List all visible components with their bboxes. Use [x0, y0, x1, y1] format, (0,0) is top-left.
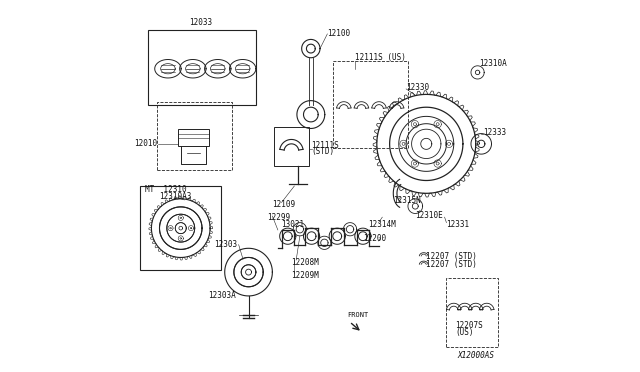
Text: 12111S: 12111S [312, 141, 339, 150]
Text: 12299: 12299 [267, 213, 290, 222]
Bar [157, 102, 232, 170]
Text: 12331: 12331 [447, 220, 470, 229]
Text: 12314M: 12314M [367, 220, 396, 229]
Text: X12000AS: X12000AS [457, 351, 494, 360]
Bar [447, 278, 498, 347]
Text: 12033: 12033 [189, 17, 212, 26]
Text: 12333: 12333 [483, 128, 506, 137]
Text: 12303A: 12303A [208, 291, 236, 301]
Text: 12330: 12330 [406, 83, 429, 92]
Text: 12310E: 12310E [415, 211, 443, 220]
Text: 12207 (STD): 12207 (STD) [426, 260, 477, 269]
Bar [148, 30, 256, 105]
Text: 12010: 12010 [134, 140, 157, 148]
Text: FRONT: FRONT [347, 312, 368, 318]
Text: 12310A: 12310A [479, 59, 507, 68]
Text: 12209M: 12209M [291, 271, 319, 280]
Text: 12310A3: 12310A3 [159, 192, 191, 202]
Text: 12208M: 12208M [291, 259, 319, 267]
Text: 12207 (STD): 12207 (STD) [426, 252, 477, 261]
Bar [333, 61, 408, 148]
Text: 12111S (US): 12111S (US) [355, 53, 406, 62]
Text: 12207S: 12207S [456, 321, 483, 330]
Text: 12303: 12303 [214, 240, 237, 249]
Text: 12100: 12100 [327, 29, 351, 38]
Text: 12200: 12200 [364, 234, 387, 243]
Text: 12109: 12109 [273, 200, 296, 209]
Text: 13021: 13021 [282, 220, 305, 229]
Bar [274, 127, 309, 166]
Text: MT  12310: MT 12310 [145, 185, 186, 194]
Bar [140, 186, 221, 270]
Text: 12315N: 12315N [394, 196, 421, 205]
Text: (US): (US) [456, 328, 474, 337]
Bar [178, 129, 209, 146]
Text: (STD): (STD) [312, 147, 335, 156]
